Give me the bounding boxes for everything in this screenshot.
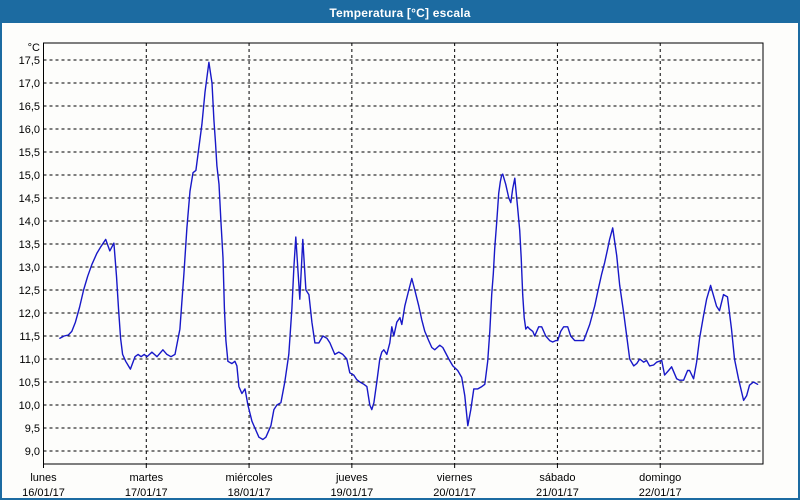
svg-text:10,0: 10,0 bbox=[19, 400, 40, 412]
svg-text:10,5: 10,5 bbox=[19, 377, 40, 389]
svg-text:16,0: 16,0 bbox=[19, 124, 40, 136]
svg-text:20/01/17: 20/01/17 bbox=[433, 487, 476, 499]
svg-text:martes: martes bbox=[129, 472, 163, 484]
svg-text:13,5: 13,5 bbox=[19, 239, 40, 251]
title-bar[interactable]: Temperatura [°C] escala bbox=[2, 2, 798, 23]
svg-text:11,0: 11,0 bbox=[19, 354, 40, 366]
svg-text:19/01/17: 19/01/17 bbox=[330, 487, 373, 499]
grid-vertical bbox=[145, 43, 661, 464]
svg-text:17,5: 17,5 bbox=[19, 55, 40, 67]
svg-text:sábado: sábado bbox=[539, 472, 575, 484]
grid-horizontal bbox=[43, 59, 763, 452]
svg-text:14,0: 14,0 bbox=[19, 216, 40, 228]
svg-text:miércoles: miércoles bbox=[226, 472, 274, 484]
svg-text:14,5: 14,5 bbox=[19, 193, 40, 205]
svg-text:domingo: domingo bbox=[639, 472, 681, 484]
svg-text:lunes: lunes bbox=[30, 472, 57, 484]
svg-text:jueves: jueves bbox=[335, 472, 368, 484]
svg-text:13,0: 13,0 bbox=[19, 262, 40, 274]
svg-text:9,0: 9,0 bbox=[25, 446, 40, 458]
svg-text:16,5: 16,5 bbox=[19, 101, 40, 113]
svg-text:16/01/17: 16/01/17 bbox=[22, 487, 65, 499]
window-title: Temperatura [°C] escala bbox=[329, 5, 471, 20]
svg-text:21/01/17: 21/01/17 bbox=[536, 487, 579, 499]
svg-text:17/01/17: 17/01/17 bbox=[125, 487, 168, 499]
svg-text:11,5: 11,5 bbox=[19, 331, 40, 343]
x-axis-ticks bbox=[43, 464, 661, 468]
svg-text:18/01/17: 18/01/17 bbox=[228, 487, 271, 499]
svg-text:17,0: 17,0 bbox=[19, 78, 40, 90]
svg-text:15,5: 15,5 bbox=[19, 147, 40, 159]
svg-text:viernes: viernes bbox=[437, 472, 473, 484]
temperature-series-line bbox=[59, 61, 759, 441]
svg-text:15,0: 15,0 bbox=[19, 170, 40, 182]
svg-text:22/01/17: 22/01/17 bbox=[639, 487, 682, 499]
y-axis-unit-label: °C bbox=[28, 42, 40, 54]
svg-text:9,5: 9,5 bbox=[25, 423, 40, 435]
y-axis-labels: 17,5 17,0 16,5 16,0 15,5 15,0 14,5 14,0 13,5 13,0… bbox=[19, 55, 40, 458]
plot-border bbox=[43, 42, 764, 465]
x-axis-labels: lunes 16/01/17 martes 17/01/17 miércoles 18/0… bbox=[22, 472, 682, 499]
svg-text:12,0: 12,0 bbox=[19, 308, 40, 320]
svg-text:12,5: 12,5 bbox=[19, 285, 40, 297]
